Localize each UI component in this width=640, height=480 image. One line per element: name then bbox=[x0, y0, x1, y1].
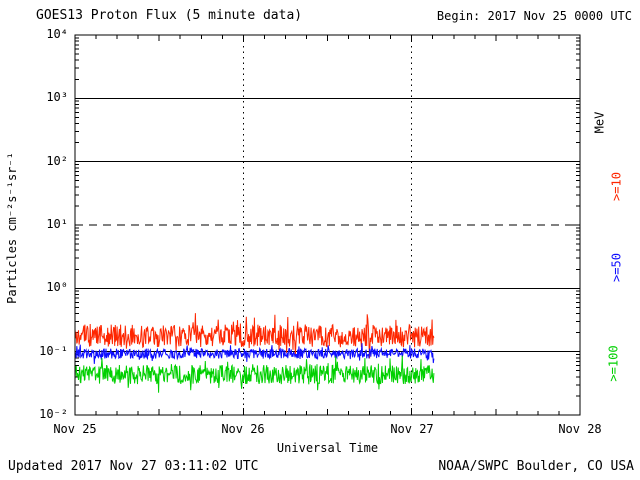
y-tick-label: 10⁻¹ bbox=[39, 344, 68, 358]
x-tick-label: Nov 25 bbox=[53, 422, 97, 436]
x-tick-label: Nov 27 bbox=[390, 422, 434, 436]
begin-timestamp: Begin: 2017 Nov 25 0000 UTC bbox=[436, 9, 632, 23]
y-tick-label: 10⁴ bbox=[46, 27, 68, 41]
series-label-1: >=50 bbox=[609, 253, 624, 282]
x-tick-label: Nov 28 bbox=[558, 422, 602, 436]
x-tick-label: Nov 26 bbox=[221, 422, 265, 436]
y-tick-label: 10³ bbox=[46, 90, 68, 104]
series-label-2: >=100 bbox=[606, 345, 621, 382]
y-tick-label: 10⁰ bbox=[46, 280, 68, 294]
series-label-0: >=10 bbox=[609, 172, 624, 201]
updated-timestamp: Updated 2017 Nov 27 03:11:02 UTC bbox=[8, 459, 259, 474]
right-axis-unit-label: MeV bbox=[592, 111, 607, 134]
x-axis-label: Universal Time bbox=[276, 441, 379, 455]
chart-title: GOES13 Proton Flux (5 minute data) bbox=[36, 8, 303, 23]
y-tick-label: 10⁻² bbox=[39, 407, 68, 421]
y-tick-label: 10¹ bbox=[46, 217, 68, 231]
y-axis-label: Particles cm⁻²s⁻¹sr⁻¹ bbox=[5, 152, 19, 304]
y-tick-label: 10² bbox=[46, 154, 68, 168]
credit-label: NOAA/SWPC Boulder, CO USA bbox=[438, 459, 634, 474]
